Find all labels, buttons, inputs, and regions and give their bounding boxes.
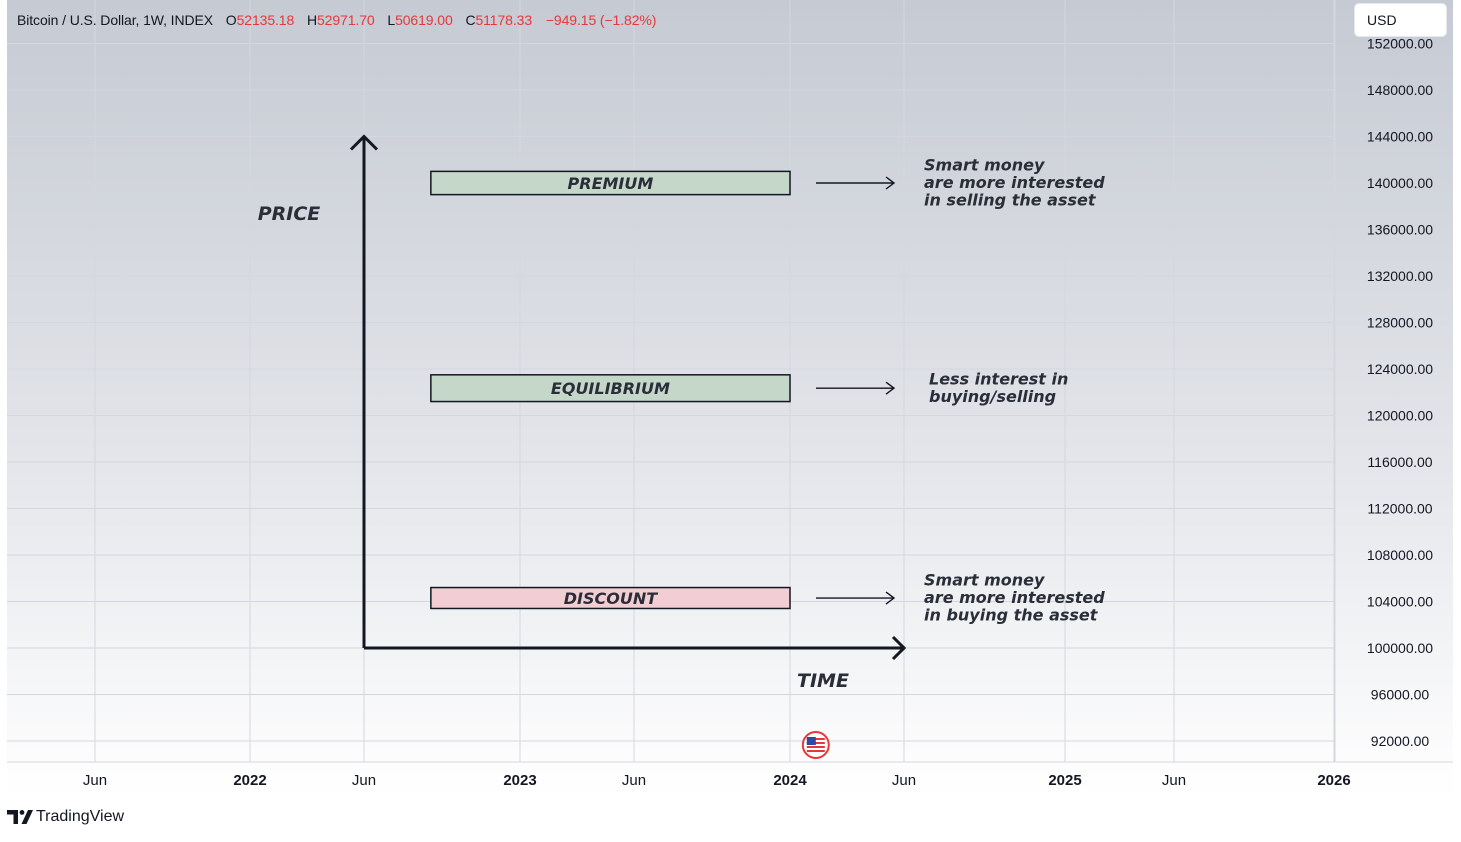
premium-note-line: are more interested <box>924 173 1105 192</box>
discount-note-arrow <box>816 591 896 605</box>
premium-zone[interactable] <box>430 170 791 196</box>
event-marker-layer[interactable] <box>801 731 830 759</box>
time-axis-arrow <box>364 635 907 661</box>
time-tick-label: 2023 <box>503 772 536 789</box>
premium-note-arrow <box>816 176 896 190</box>
discount-zone[interactable] <box>430 586 791 610</box>
open-label: O <box>225 12 237 28</box>
equilibrium-zone-label: EQUILIBRIUM <box>551 379 670 398</box>
symbol-legend[interactable]: Bitcoin / U.S. Dollar, 1W, INDEX O52135.… <box>17 12 656 28</box>
price-tick-label: 124000.00 <box>1367 361 1433 377</box>
price-tick-label: 112000.00 <box>1367 501 1432 517</box>
price-tick-label: 136000.00 <box>1367 222 1433 238</box>
brand-name: TradingView <box>36 808 125 825</box>
open-value: 52135.18 <box>236 12 295 28</box>
time-tick-label: Jun <box>83 772 107 789</box>
discount-note-line: Smart money <box>924 571 1045 590</box>
tradingview-logo-icon <box>7 810 33 824</box>
time-tick-label: Jun <box>1162 772 1186 789</box>
x-axis-label: TIME <box>797 670 849 692</box>
time-tick-label: 2025 <box>1048 772 1081 789</box>
price-axis[interactable]: 152000.00 148000.00 144000.00 140000.00 1360… <box>1367 36 1433 750</box>
price-tick-label: 144000.00 <box>1367 129 1433 145</box>
brand-footer[interactable]: TradingView <box>7 808 124 826</box>
discount-note-line: are more interested <box>924 588 1105 607</box>
equilibrium-zone[interactable] <box>430 374 791 403</box>
price-tick-label: 104000.00 <box>1367 594 1433 610</box>
annotation-axes: PRICE TIME <box>258 134 907 692</box>
flag-stripe <box>806 750 825 752</box>
low-label: L <box>387 12 396 28</box>
equilibrium-note-arrow <box>816 381 896 395</box>
price-tick-label: 128000.00 <box>1367 315 1433 331</box>
price-tick-label: 92000.00 <box>1371 733 1430 749</box>
high-label: H <box>306 12 317 28</box>
currency-button[interactable]: USD <box>1355 4 1446 36</box>
us-flag-icon[interactable] <box>801 731 830 759</box>
price-tick-label: 152000.00 <box>1367 36 1433 52</box>
time-axis[interactable]: Jun 2022 Jun 2023 Jun 2024 Jun 2025 Jun 2026 <box>83 772 1351 789</box>
price-tick-label: 100000.00 <box>1367 640 1433 656</box>
time-tick-label: 2024 <box>773 772 807 789</box>
price-tick-label: 140000.00 <box>1367 175 1433 191</box>
discount-note-line: in buying the asset <box>924 606 1099 625</box>
flag-canton <box>806 737 816 745</box>
discount-zone-label: DISCOUNT <box>564 589 658 608</box>
low-value: 50619.00 <box>395 12 453 28</box>
price-tick-label: 96000.00 <box>1371 687 1430 703</box>
premium-note-line: in selling the asset <box>924 191 1097 210</box>
price-tick-label: 116000.00 <box>1367 454 1432 470</box>
price-axis-arrow <box>349 134 379 648</box>
price-tick-label: 132000.00 <box>1367 268 1433 284</box>
time-tick-label: Jun <box>892 772 916 789</box>
time-tick-label: Jun <box>622 772 646 789</box>
time-tick-label: Jun <box>352 772 376 789</box>
y-axis-label: PRICE <box>258 203 321 225</box>
premium-zone-label: PREMIUM <box>568 174 654 193</box>
high-value: 52971.70 <box>316 12 375 28</box>
price-tick-label: 108000.00 <box>1367 547 1433 563</box>
premium-note-line: Smart money <box>924 156 1045 175</box>
time-tick-label: 2022 <box>233 772 266 789</box>
price-tick-label: 148000.00 <box>1367 82 1433 98</box>
equilibrium-note-line: Less interest in <box>929 369 1068 388</box>
flag-stripe <box>806 746 825 748</box>
symbol-name[interactable]: Bitcoin / U.S. Dollar, 1W, INDEX <box>17 12 213 28</box>
price-tick-label: 120000.00 <box>1367 408 1433 424</box>
close-value: 51178.33 <box>475 12 533 28</box>
close-label: C <box>465 12 476 28</box>
time-tick-label: 2026 <box>1317 772 1350 789</box>
change-value: −949.15 (−1.82%) <box>545 12 657 28</box>
equilibrium-note-line: buying/selling <box>929 387 1056 406</box>
